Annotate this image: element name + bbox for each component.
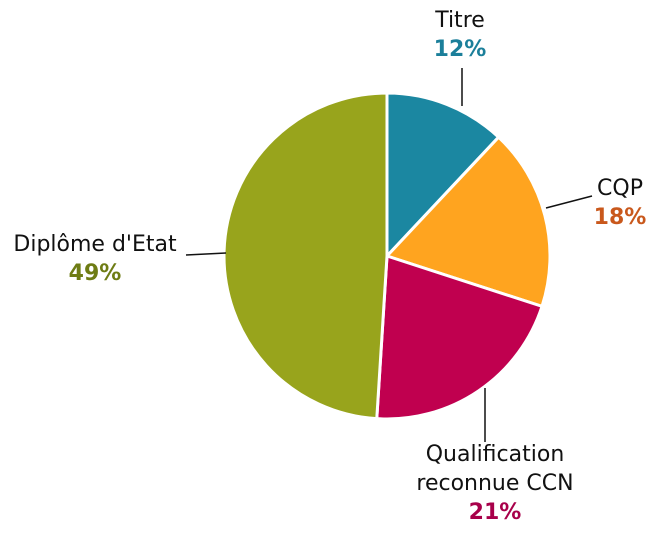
- value-label: 49%: [68, 261, 122, 286]
- category-label: Titre: [435, 8, 485, 33]
- pie-slice: [385, 91, 501, 260]
- value-label: 12%: [433, 37, 487, 62]
- category-label: Qualification reconnue CCN: [416, 442, 574, 496]
- slice-label: Titre 12%: [400, 6, 520, 64]
- slice-label: Qualification reconnue CCN 21%: [395, 440, 595, 527]
- category-label: Diplôme d'Etat: [13, 232, 177, 257]
- slice-label: CQP 18%: [575, 174, 656, 232]
- leader-line: [185, 252, 227, 256]
- pie-slice: [222, 91, 389, 421]
- leader-line: [545, 195, 593, 209]
- pie-slice: [375, 253, 544, 421]
- value-label: 21%: [468, 500, 522, 525]
- slice-label: Diplôme d'Etat 49%: [0, 230, 190, 288]
- category-label: CQP: [597, 176, 643, 201]
- pie-slice: [384, 135, 552, 309]
- value-label: 18%: [593, 205, 647, 230]
